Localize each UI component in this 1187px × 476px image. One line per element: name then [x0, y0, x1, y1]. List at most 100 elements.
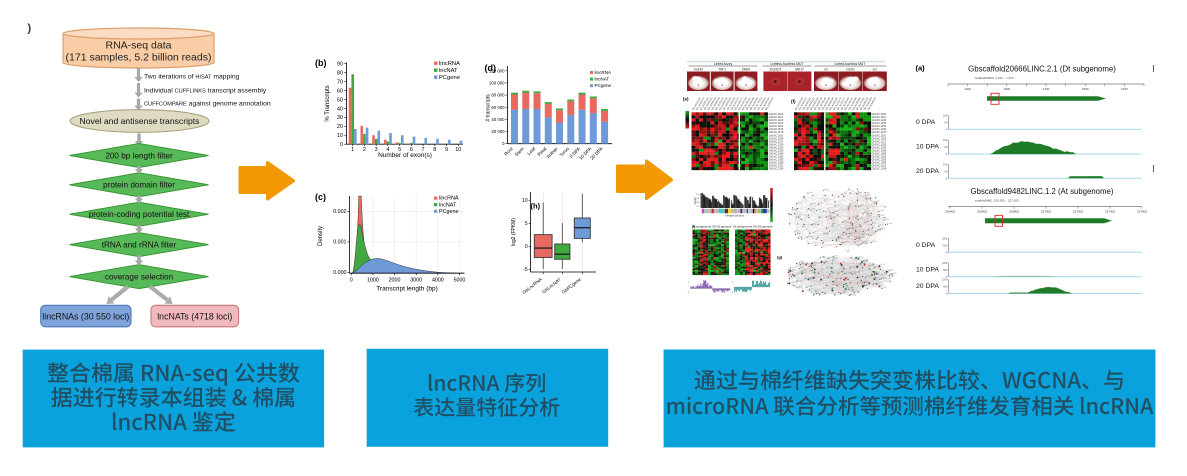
svg-text:lncNAT: lncNAT [439, 202, 457, 208]
svg-text:Gh881: Gh881 [857, 237, 861, 239]
svg-text:50: 50 [944, 122, 947, 124]
svg-text:Gh387: Gh387 [880, 225, 884, 227]
svg-text:100 000: 100 000 [489, 80, 505, 85]
svg-text:20 DPA: 20 DPA [916, 168, 939, 175]
svg-text:1700: 1700 [1043, 87, 1050, 91]
svg-text:0: 0 [946, 178, 948, 180]
svg-text:lncNATs (4718 loci): lncNATs (4718 loci) [157, 311, 232, 321]
svg-text:Gh615: Gh615 [872, 223, 876, 225]
svg-text:Gh695: Gh695 [872, 241, 876, 243]
svg-text:60: 60 [337, 88, 343, 94]
svg-text:7: 7 [422, 147, 425, 153]
svg-text:0: 0 [340, 142, 343, 148]
svg-text:Gh738: Gh738 [838, 277, 842, 279]
svg-text:0: 0 [525, 244, 528, 250]
svg-text:1500: 1500 [1003, 87, 1010, 91]
svg-text:Gh432: Gh432 [860, 205, 864, 207]
svg-text:80: 80 [337, 70, 343, 76]
svg-text:lincRNAs (30 550 loci): lincRNAs (30 550 loci) [42, 311, 129, 321]
svg-text:GbLncRNA: GbLncRNA [521, 276, 543, 295]
svg-text:Merged dynamic: Merged dynamic [725, 214, 745, 218]
svg-text:coverage selection: coverage selection [105, 272, 174, 281]
svg-text:Gh467: Gh467 [808, 236, 812, 238]
svg-text:Gh304: Gh304 [829, 208, 833, 210]
svg-text:Gh321: Gh321 [880, 210, 884, 212]
svg-text:Gh281: Gh281 [803, 272, 807, 274]
svg-text:90: 90 [337, 61, 343, 67]
svg-text:lincRNA: lincRNA [439, 61, 460, 67]
svg-text:(c): (c) [315, 192, 326, 202]
svg-text:100: 100 [943, 115, 948, 117]
svg-text:Gh740: Gh740 [846, 272, 850, 274]
svg-text:50: 50 [944, 147, 947, 149]
svg-text:Gh273: Gh273 [797, 216, 801, 218]
svg-text:0.002: 0.002 [333, 209, 346, 215]
svg-text:100: 100 [943, 140, 948, 142]
svg-text:Gh121: Gh121 [864, 212, 868, 214]
svg-text:scaffold20666: 1,634 .. 1,973: scaffold20666: 1,634 .. 1,973 [975, 76, 1014, 80]
svg-text:20 DPA: 20 DPA [589, 146, 604, 161]
svg-text:4: 4 [386, 147, 389, 153]
svg-text:2: 2 [363, 147, 366, 153]
svg-text:Gh155: Gh155 [867, 276, 871, 278]
svg-text:20: 20 [337, 124, 343, 130]
svg-text:227400: 227400 [1105, 210, 1115, 214]
svg-text:600: 600 [943, 287, 948, 289]
svg-text:Gh130: Gh130 [859, 257, 863, 259]
svg-text:Gh575: Gh575 [830, 273, 834, 275]
svg-text:-5: -5 [687, 292, 690, 294]
svg-text:Gbscaffold9482LINC.1.2 (At sub: Gbscaffold9482LINC.1.2 (At subgenome) [971, 187, 1114, 196]
svg-text:lncNAT: lncNAT [439, 68, 458, 74]
svg-text:lincRNA: lincRNA [595, 70, 613, 75]
svg-text:Gh361: Gh361 [843, 221, 847, 223]
svg-text:10 DPA: 10 DPA [916, 266, 939, 273]
svg-text:Gh718: Gh718 [796, 231, 800, 233]
svg-text:Two iterations of HISAT mappin: Two iterations of HISAT mapping [144, 74, 240, 81]
svg-text:Li1: Li1 [873, 68, 877, 72]
svg-text:Gh284: Gh284 [858, 192, 862, 194]
svg-text:80 000: 80 000 [491, 93, 505, 98]
svg-text:Gh884: Gh884 [834, 256, 838, 258]
svg-text:Gh156: Gh156 [890, 274, 894, 276]
svg-text:Transcript length (bp): Transcript length (bp) [376, 286, 438, 293]
svg-text:Gh194: Gh194 [792, 275, 796, 277]
svg-text:Gh334: Gh334 [817, 290, 821, 292]
svg-text:protein-coding potential test: protein-coding potential test [89, 210, 190, 219]
svg-text:Gh603: Gh603 [858, 282, 862, 284]
svg-text:Gh443: Gh443 [824, 189, 828, 191]
svg-text:3: 3 [375, 147, 378, 153]
svg-text:Gh617: Gh617 [799, 286, 803, 288]
svg-text:0: 0 [946, 294, 948, 296]
svg-text:20 000: 20 000 [491, 129, 505, 134]
svg-text:-5: -5 [731, 292, 734, 294]
svg-text:Gh794: Gh794 [862, 243, 866, 245]
svg-text:226600: 226600 [977, 210, 987, 214]
svg-text:227000: 227000 [1041, 210, 1051, 214]
svg-text:0: 0 [350, 278, 353, 284]
svg-text:227600: 227600 [1137, 210, 1147, 214]
svg-text:Height: Height [694, 197, 697, 205]
svg-text:Gh397: Gh397 [829, 276, 833, 278]
svg-text:Gh934: Gh934 [800, 267, 804, 269]
svg-text:Gh818: Gh818 [813, 262, 817, 264]
svg-text:PCgene: PCgene [439, 75, 460, 81]
svg-text:GhLNC.1334: GhLNC.1334 [769, 168, 784, 171]
svg-text:Gh402: Gh402 [839, 238, 843, 240]
svg-text:Leaf: Leaf [526, 146, 536, 156]
svg-text:0 DPA: 0 DPA [916, 119, 936, 126]
svg-text:10: 10 [455, 147, 461, 153]
svg-text:Gh867: Gh867 [845, 242, 849, 244]
svg-text:50: 50 [944, 171, 947, 173]
svg-text:Gh674: Gh674 [815, 293, 819, 295]
svg-text:0.000: 0.000 [333, 270, 346, 276]
svg-text:Gh373: Gh373 [860, 271, 864, 273]
svg-text:): ) [28, 23, 32, 35]
svg-text:Gh751: Gh751 [819, 203, 823, 205]
svg-text:Gh988: Gh988 [841, 292, 845, 294]
svg-text:Gh493: Gh493 [864, 233, 868, 235]
svg-text:1: 1 [351, 147, 354, 153]
svg-text:GZnn: GZnn [846, 68, 854, 72]
svg-text:0 DPA: 0 DPA [916, 242, 936, 249]
svg-text:1200: 1200 [942, 280, 948, 282]
svg-text:lncNAT: lncNAT [595, 77, 610, 82]
